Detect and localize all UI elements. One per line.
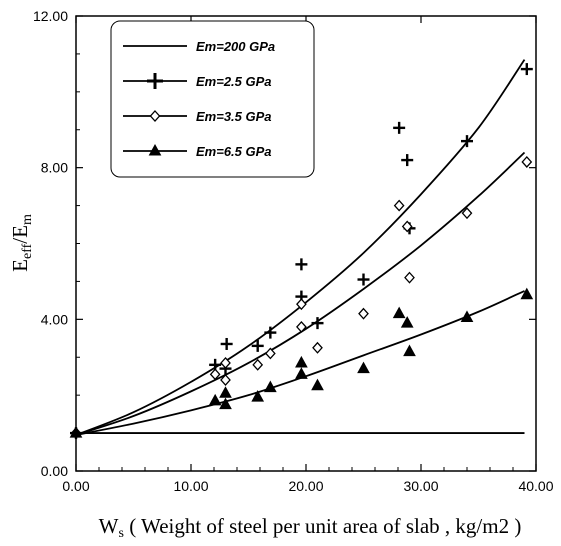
point-em-2-5-gpa	[264, 326, 277, 339]
y-tick-label: 4.00	[41, 311, 68, 327]
point-em-2-5-gpa	[461, 135, 473, 148]
point-em-6-5-gpa	[400, 316, 414, 328]
point-em-6-5-gpa	[460, 310, 474, 322]
point-em-6-5-gpa	[311, 378, 324, 391]
point-em-6-5-gpa	[208, 393, 222, 406]
point-em-6-5-gpa	[251, 390, 265, 402]
y-tick-label: 12.00	[33, 8, 68, 24]
point-em-3-5-gpa	[296, 320, 307, 333]
legend-label: Em=200 GPa	[196, 39, 275, 54]
point-em-3-5-gpa	[393, 199, 405, 212]
legend-label: Em=2.5 GPa	[196, 74, 272, 89]
point-em-6-5-gpa	[520, 287, 534, 300]
legend-marker	[148, 143, 162, 156]
x-tick-label: 30.00	[403, 478, 438, 494]
point-em-6-5-gpa	[357, 361, 370, 374]
legend-box	[110, 20, 315, 178]
point-em-3-5-gpa	[252, 358, 264, 371]
legend-marker	[149, 110, 161, 122]
legend-item-em-200-gpa: Em=200 GPa	[123, 39, 275, 54]
curve-em-3-5-gpa	[75, 151, 526, 436]
point-em-6-5-gpa	[219, 397, 232, 410]
point-em-2-5-gpa	[357, 273, 370, 286]
x-axis-title: Ws ( Weight of steel per unit area of sl…	[99, 514, 522, 541]
point-em-3-5-gpa	[312, 341, 323, 354]
point-em-2-5-gpa	[220, 337, 233, 350]
x-tick-label: 20.00	[288, 478, 323, 494]
point-em-3-5-gpa	[401, 220, 413, 233]
point-em-3-5-gpa	[209, 368, 221, 381]
legend-marker	[147, 73, 163, 89]
point-em-6-5-gpa	[69, 426, 83, 438]
point-em-3-5-gpa	[358, 307, 369, 320]
legend: Em=200 GPa Em=2.5 GPa Em=3.5 GPa Em=6.5 GPa	[110, 20, 315, 178]
x-tick-label: 40.00	[518, 478, 553, 494]
point-em-6-5-gpa	[219, 386, 232, 398]
point-em-6-5-gpa	[403, 344, 416, 357]
tick-labels: 0.00 10.00 20.00 30.00 40.00 0.00 4.00 8.00 12.0…	[33, 8, 554, 494]
point-em-3-5-gpa	[521, 156, 533, 168]
point-em-2-5-gpa	[311, 317, 324, 330]
point-em-3-5-gpa	[220, 356, 231, 369]
x-tick-label: 0.00	[62, 478, 89, 494]
y-axis-title: Eeff/Em	[8, 214, 35, 272]
data-points	[69, 63, 534, 440]
y-tick-label: 8.00	[41, 160, 68, 176]
point-em-2-5-gpa	[295, 258, 308, 271]
point-em-2-5-gpa	[393, 121, 406, 134]
point-em-6-5-gpa	[295, 355, 308, 368]
point-em-6-5-gpa	[264, 380, 277, 393]
point-em-6-5-gpa	[392, 306, 406, 319]
point-em-3-5-gpa	[220, 374, 231, 386]
point-em-2-5-gpa	[520, 63, 533, 76]
legend-label: Em=6.5 GPa	[196, 144, 272, 159]
point-em-6-5-gpa	[295, 367, 308, 379]
legend-label: Em=3.5 GPa	[196, 109, 272, 124]
point-em-3-5-gpa	[296, 298, 307, 311]
legend-item-em-2-5-gpa: Em=2.5 GPa	[123, 73, 272, 89]
legend-item-em-3-5-gpa: Em=3.5 GPa	[123, 109, 272, 124]
legend-item-em-6-5-gpa: Em=6.5 GPa	[123, 143, 272, 159]
point-em-3-5-gpa	[264, 347, 276, 360]
point-em-3-5-gpa	[461, 207, 473, 220]
point-em-3-5-gpa	[404, 271, 415, 284]
point-em-2-5-gpa	[251, 339, 264, 352]
y-tick-label: 0.00	[41, 463, 68, 479]
x-tick-label: 10.00	[173, 478, 208, 494]
point-em-2-5-gpa	[401, 154, 414, 167]
